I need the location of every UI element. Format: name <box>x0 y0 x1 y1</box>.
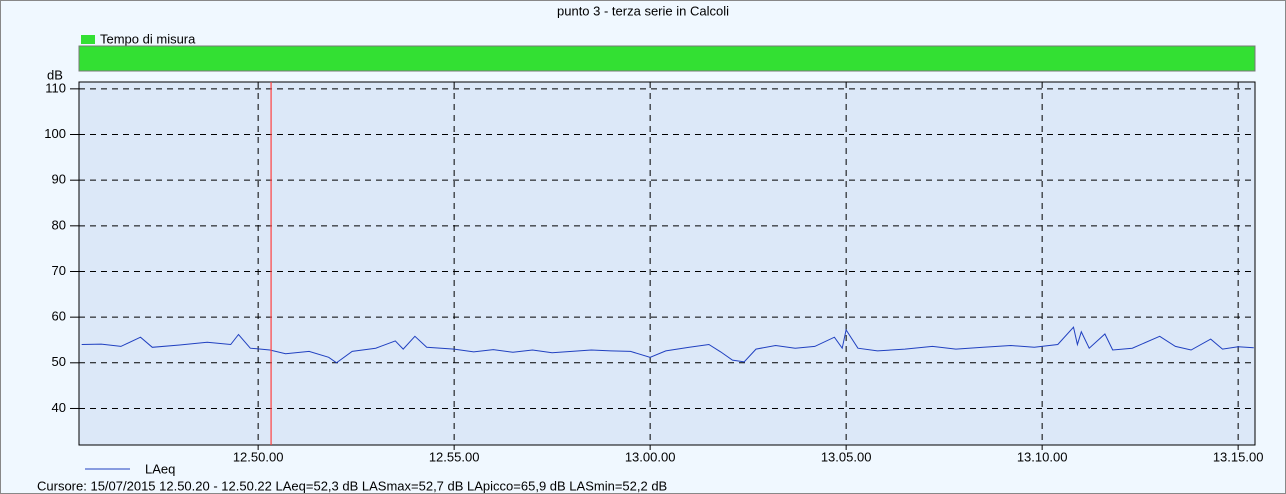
y-tick-label: 70 <box>52 263 66 278</box>
legend-label: LAeq <box>145 461 175 476</box>
chart-title: punto 3 - terza serie in Calcoli <box>557 3 729 18</box>
y-axis-label: dB <box>47 67 63 82</box>
plot-area <box>78 81 1256 446</box>
x-tick-label: 13.15.00 <box>1213 449 1264 464</box>
y-tick-label: 50 <box>52 354 66 369</box>
legend-label: Tempo di misura <box>100 31 196 46</box>
x-tick-label: 12.55.00 <box>429 449 480 464</box>
y-tick-label: 40 <box>52 400 66 415</box>
y-tick-label: 90 <box>52 172 66 187</box>
status-text: Cursore: 15/07/2015 12.50.20 - 12.50.22 … <box>37 478 667 493</box>
x-tick-label: 12.50.00 <box>233 449 284 464</box>
legend-swatch <box>81 35 95 44</box>
x-tick-label: 13.10.00 <box>1017 449 1068 464</box>
x-tick-label: 13.00.00 <box>625 449 676 464</box>
y-tick-label: 110 <box>45 80 66 95</box>
y-tick-label: 60 <box>52 309 66 324</box>
y-tick-label: 100 <box>44 126 66 141</box>
measure-band <box>78 45 1256 72</box>
y-tick-label: 80 <box>52 217 66 232</box>
x-tick-label: 13.05.00 <box>821 449 872 464</box>
data-line <box>81 326 1254 364</box>
